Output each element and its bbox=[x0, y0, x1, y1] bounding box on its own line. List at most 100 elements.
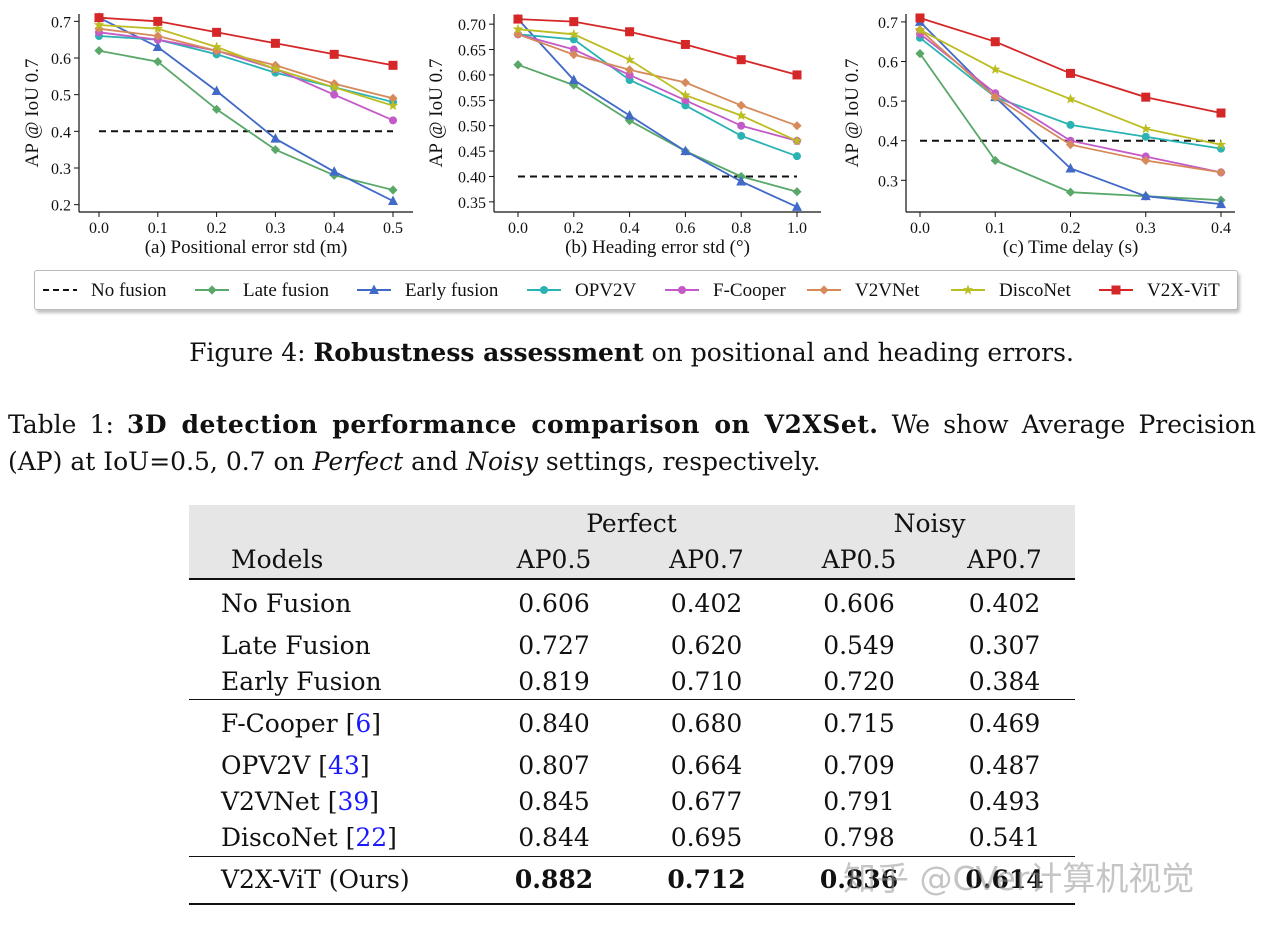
model-name: DiscoNet [22] bbox=[221, 823, 397, 852]
data-point bbox=[212, 104, 222, 114]
legend-label: V2VNet bbox=[855, 280, 920, 301]
x-tick-label: 0.2 bbox=[564, 220, 584, 237]
x-tick-label: 0.1 bbox=[148, 220, 168, 237]
series-v2x-vit bbox=[513, 14, 802, 80]
table-caption-bold: 3D detection performance comparison on V… bbox=[127, 410, 879, 439]
data-point bbox=[270, 133, 281, 143]
legend-entry: Late fusion bbox=[195, 280, 330, 301]
figure-caption-rest: on positional and heading errors. bbox=[643, 338, 1074, 367]
data-point bbox=[915, 13, 925, 23]
data-point bbox=[513, 14, 523, 24]
data-point bbox=[152, 41, 163, 51]
y-tick-label: 0.3 bbox=[878, 173, 898, 190]
x-tick-label: 0.0 bbox=[910, 220, 930, 237]
watermark: 知乎 @CVer计算机视觉 bbox=[843, 859, 1195, 898]
header-empty bbox=[189, 505, 479, 541]
x-tick-label: 1.0 bbox=[787, 220, 807, 237]
y-tick-label: 0.60 bbox=[458, 68, 486, 85]
legend-entry: No fusion bbox=[43, 280, 167, 301]
header-perfect-ap05: AP0.5 bbox=[516, 545, 592, 574]
table-row: F-Cooper [6] 0.840 0.680 0.715 0.469 bbox=[189, 699, 1075, 748]
table-cell: 0.845 bbox=[518, 787, 590, 816]
data-point bbox=[624, 54, 635, 65]
legend-label: DiscoNet bbox=[999, 280, 1071, 301]
series-line bbox=[517, 18, 798, 208]
header-group-noisy: Noisy bbox=[893, 508, 966, 538]
data-point bbox=[624, 110, 635, 120]
series-line bbox=[98, 49, 394, 191]
data-point bbox=[1216, 198, 1226, 209]
x-axis-label: (a) Positional error std (m) bbox=[145, 237, 348, 258]
table-cell: 0.840 bbox=[479, 699, 629, 748]
table-cell: 0.493 bbox=[968, 787, 1041, 816]
data-point bbox=[211, 41, 222, 52]
data-point bbox=[568, 74, 579, 84]
data-point bbox=[152, 23, 164, 34]
series-line bbox=[919, 21, 1222, 205]
legend-entry: OPV2V bbox=[527, 280, 637, 301]
data-point bbox=[568, 28, 580, 39]
data-point bbox=[1141, 132, 1150, 141]
y-tick-label: 0.5 bbox=[51, 88, 71, 105]
table-cell: 0.664 bbox=[670, 751, 743, 780]
data-point bbox=[388, 195, 398, 205]
y-axis-label: AP @ IoU 0.7 bbox=[426, 59, 447, 168]
table-cell: 0.549 bbox=[823, 630, 895, 660]
legend-label: Late fusion bbox=[243, 280, 330, 301]
series-line bbox=[517, 63, 798, 193]
data-point bbox=[680, 145, 691, 156]
data-point bbox=[328, 81, 340, 92]
series-opv2v bbox=[95, 32, 397, 106]
legend-entry: V2VNet bbox=[807, 280, 920, 301]
citation-link[interactable]: 6 bbox=[355, 709, 372, 739]
data-point bbox=[737, 131, 746, 140]
data-point bbox=[625, 27, 635, 37]
table-cell: 0.469 bbox=[934, 699, 1075, 748]
x-tick-label: 0.2 bbox=[1061, 220, 1081, 237]
legend-marker bbox=[540, 286, 548, 294]
table-caption-text: We show Average Precision (AP) at IoU=0.… bbox=[8, 410, 1257, 476]
chart-time-delay: 0.3 0.4 0.5 0.6 0.7 0.0 0.1 0.2 0.3 0.4 (c) Time d… bbox=[842, 13, 1235, 258]
data-point bbox=[153, 31, 163, 41]
legend-entry: DiscoNet bbox=[951, 280, 1071, 301]
series-line bbox=[517, 33, 798, 127]
data-point bbox=[736, 55, 746, 65]
data-point bbox=[211, 85, 222, 95]
data-point bbox=[153, 57, 163, 67]
y-tick-label: 0.4 bbox=[51, 124, 71, 141]
citation-link[interactable]: 22 bbox=[355, 823, 388, 852]
data-point bbox=[270, 145, 280, 155]
legend-entry: Early fusion bbox=[357, 280, 499, 301]
series-v2x-vit bbox=[915, 13, 1226, 118]
series-line bbox=[517, 28, 798, 142]
model-name: V2VNet [39] bbox=[221, 787, 380, 816]
series-disconet bbox=[93, 19, 399, 111]
data-point bbox=[387, 100, 399, 111]
data-point bbox=[270, 63, 281, 74]
model-name: Late Fusion bbox=[221, 630, 371, 660]
data-point bbox=[569, 45, 578, 54]
series-early-fusion bbox=[94, 12, 398, 205]
legend-label: V2X-ViT bbox=[1147, 280, 1220, 301]
citation-link[interactable]: 39 bbox=[337, 787, 370, 816]
data-point bbox=[329, 49, 339, 59]
data-point bbox=[680, 77, 690, 88]
data-point bbox=[329, 166, 340, 176]
table-cell: 0.402 bbox=[934, 578, 1075, 627]
data-point bbox=[94, 24, 104, 34]
data-point bbox=[737, 121, 746, 130]
table-cell: 0.819 bbox=[518, 666, 590, 696]
data-point bbox=[791, 135, 803, 146]
table-cell: 0.677 bbox=[670, 787, 743, 816]
data-point bbox=[1216, 108, 1226, 118]
model-name: Early Fusion bbox=[221, 666, 382, 696]
citation-link[interactable]: 43 bbox=[328, 751, 360, 780]
y-tick-label: 0.70 bbox=[458, 17, 486, 34]
data-point bbox=[569, 17, 579, 27]
legend-label: F-Cooper bbox=[713, 280, 787, 301]
table-cell: 0.606 bbox=[479, 578, 629, 627]
series-line bbox=[98, 31, 394, 122]
table-caption-perfect: Perfect bbox=[312, 447, 404, 476]
legend-marker bbox=[207, 285, 217, 295]
model-name: No Fusion bbox=[189, 578, 479, 627]
